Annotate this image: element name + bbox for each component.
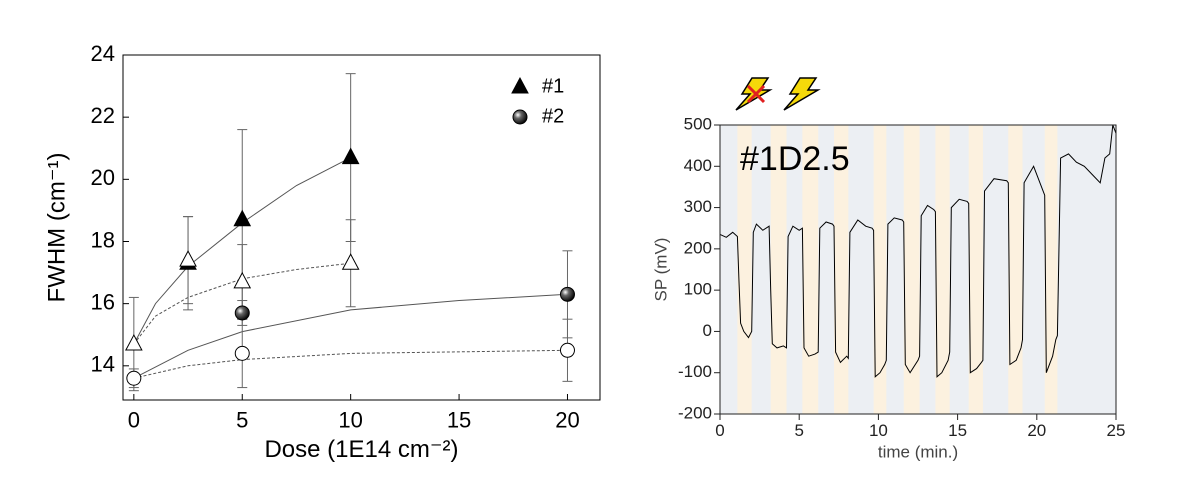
y-tick-label: -200	[678, 403, 712, 422]
marker	[341, 253, 360, 270]
x-tick-label: 10	[338, 408, 362, 433]
icon-lightning-on	[783, 77, 821, 111]
y-tick-label: 500	[684, 114, 712, 133]
legend-label: #1	[542, 75, 564, 97]
stimulus-band	[1008, 125, 1023, 414]
y-axis-label: SP (mV)	[651, 238, 670, 302]
legend-marker	[511, 76, 529, 94]
marker	[559, 342, 575, 358]
fit-curve	[133, 157, 351, 345]
x-tick-label: 0	[128, 408, 140, 433]
x-tick-label: 0	[715, 421, 724, 440]
x-tick-label: 5	[794, 421, 803, 440]
fit-curve	[133, 349, 568, 379]
marker	[179, 250, 197, 267]
legend-marker	[512, 109, 528, 125]
chart: 0 5 10 15 20 14 16 18 20 22 24 Dose (1E14 cm⁻²) FWHM…	[43, 41, 601, 463]
marker	[341, 147, 360, 165]
icon-lightning-off	[735, 77, 773, 111]
y-tick-label: 14	[91, 352, 115, 377]
annotation: #1D2.5	[740, 140, 850, 178]
marker	[233, 209, 252, 227]
marker	[234, 305, 250, 321]
y-tick-label: 24	[91, 41, 115, 66]
stimulus-band	[903, 125, 920, 414]
x-tick-label: 25	[1107, 421, 1126, 440]
y-tick-label: 400	[684, 156, 712, 175]
x-tick-label: 10	[869, 421, 888, 440]
marker	[234, 345, 250, 361]
marker	[125, 333, 143, 351]
stimulus-band	[802, 125, 819, 414]
plot-frame	[122, 54, 601, 401]
y-axis-label: FWHM (cm⁻¹)	[43, 153, 70, 303]
plot-frame	[719, 124, 1117, 415]
stimulus-band	[873, 125, 887, 414]
stimulus-band	[737, 125, 752, 414]
stimulus-band	[834, 125, 849, 414]
marker	[126, 370, 142, 386]
y-tick-label: 20	[91, 165, 115, 190]
marker	[559, 286, 575, 302]
y-tick-label: -100	[678, 362, 712, 381]
marker	[233, 271, 252, 289]
y-tick-label: 300	[684, 197, 712, 216]
sp-trace	[719, 124, 1117, 378]
x-tick-label: 15	[447, 408, 471, 433]
stimulus-band	[968, 125, 983, 414]
stimulus-band	[770, 125, 787, 414]
y-tick-label: 100	[684, 280, 712, 299]
stimulus-band	[935, 125, 950, 414]
y-tick-label: 16	[91, 289, 115, 314]
y-tick-label: 18	[91, 227, 115, 252]
x-tick-label: 15	[948, 421, 967, 440]
x-tick-label: 5	[236, 408, 248, 433]
fit-curve	[133, 262, 351, 345]
y-tick-label: 0	[703, 321, 712, 340]
y-tick-label: 22	[91, 103, 115, 128]
y-tick-label: 200	[684, 238, 712, 257]
x-axis-label: time (min.)	[878, 443, 958, 462]
x-tick-label: 20	[1027, 421, 1046, 440]
fit-curve	[133, 293, 568, 379]
x-axis-label: Dose (1E14 cm⁻²)	[264, 436, 458, 463]
legend-label: #2	[542, 105, 564, 127]
chart: 0 5 10 15 20 25 -200 -100 0 100 200 300 400 500 time (…	[651, 114, 1125, 461]
x-tick-label: 20	[555, 408, 579, 433]
stimulus-band	[1044, 125, 1058, 414]
